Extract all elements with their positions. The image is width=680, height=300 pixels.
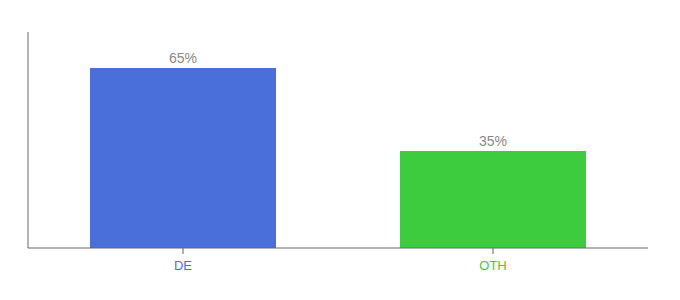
svg-text:OTH: OTH — [479, 258, 506, 273]
svg-text:65%: 65% — [169, 50, 197, 66]
svg-text:35%: 35% — [479, 133, 507, 149]
svg-text:DE: DE — [174, 258, 192, 273]
